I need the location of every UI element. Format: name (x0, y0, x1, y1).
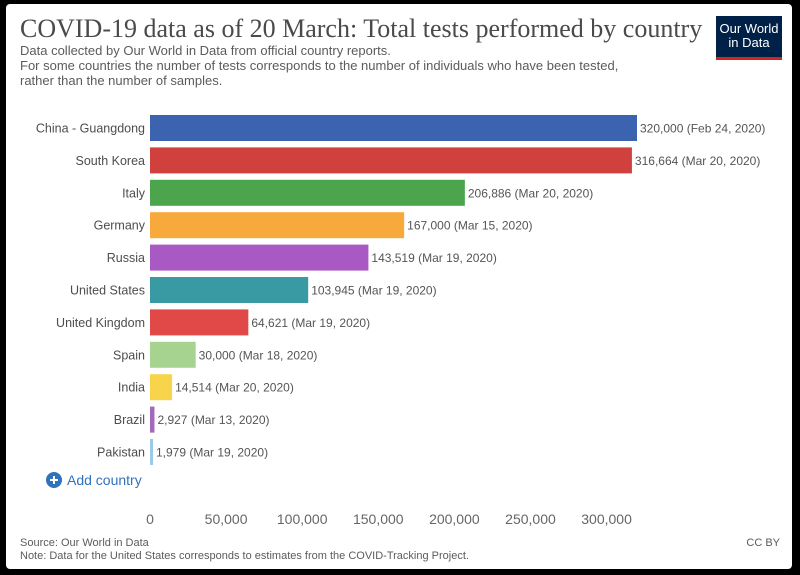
x-tick-label: 300,000 (581, 511, 632, 527)
bar (150, 115, 637, 141)
bar (150, 179, 465, 206)
chart-title: COVID-19 data as of 20 March: Total test… (20, 14, 703, 43)
chart-subtitle: Data collected by Our World in Data from… (20, 43, 680, 88)
value-label: 30,000 (Mar 18, 2020) (199, 348, 318, 362)
value-label: 1,979 (Mar 19, 2020) (156, 446, 268, 460)
add-country-label: Add country (67, 472, 142, 488)
category-label: Brazil (114, 413, 145, 427)
category-label: United States (70, 284, 145, 298)
add-country-button[interactable]: Add country (46, 472, 142, 488)
category-label: Italy (122, 186, 146, 200)
category-label: Pakistan (97, 446, 145, 460)
chart-footer: Source: Our World in Data Note: Data for… (20, 537, 469, 563)
category-label: China - Guangdong (36, 122, 145, 136)
owid-logo[interactable]: Our World in Data (716, 16, 782, 60)
logo-line: in Data (728, 35, 770, 50)
x-tick-label: 50,000 (205, 511, 248, 527)
bar (150, 277, 309, 303)
x-tick-label: 0 (146, 511, 154, 527)
value-label: 143,519 (Mar 19, 2020) (371, 251, 496, 265)
bar (150, 374, 173, 401)
x-tick-label: 150,000 (353, 511, 404, 527)
subtitle-line: rather than the number of samples. (20, 73, 223, 88)
chart-card: COVID-19 data as of 20 March: Total test… (6, 4, 792, 569)
bar (150, 406, 155, 433)
category-label: Russia (107, 251, 145, 265)
value-label: 320,000 (Feb 24, 2020) (640, 122, 765, 136)
license-link[interactable]: CC BY (746, 537, 780, 549)
value-label: 2,927 (Mar 13, 2020) (157, 413, 269, 427)
x-tick-label: 250,000 (505, 511, 556, 527)
value-label: 316,664 (Mar 20, 2020) (635, 154, 760, 168)
bar (150, 244, 369, 271)
value-label: 103,945 (Mar 19, 2020) (311, 284, 436, 298)
value-label: 167,000 (Mar 15, 2020) (407, 219, 532, 233)
category-label: Germany (94, 219, 146, 233)
category-label: India (118, 381, 145, 395)
bar (150, 309, 249, 336)
subtitle-line: For some countries the number of tests c… (20, 58, 619, 73)
value-label: 14,514 (Mar 20, 2020) (175, 381, 294, 395)
source-text: Source: Our World in Data (20, 537, 149, 549)
bar (150, 147, 632, 174)
bar (150, 439, 154, 465)
bar-chart: China - Guangdong 320,000 (Feb 24, 2020) S… (36, 115, 765, 527)
x-tick-label: 200,000 (429, 511, 480, 527)
x-tick-label: 100,000 (277, 511, 328, 527)
value-label: 206,886 (Mar 20, 2020) (468, 186, 593, 200)
bar (150, 212, 405, 239)
note-text: Note: Data for the United States corresp… (20, 550, 469, 562)
plus-circle-icon (46, 472, 62, 488)
category-label: South Korea (76, 154, 146, 168)
category-label: United Kingdom (56, 316, 145, 330)
logo-line: Our World (719, 21, 779, 36)
value-label: 64,621 (Mar 19, 2020) (251, 316, 370, 330)
subtitle-line: Data collected by Our World in Data from… (20, 43, 391, 58)
bar (150, 341, 196, 368)
category-label: Spain (113, 348, 145, 362)
